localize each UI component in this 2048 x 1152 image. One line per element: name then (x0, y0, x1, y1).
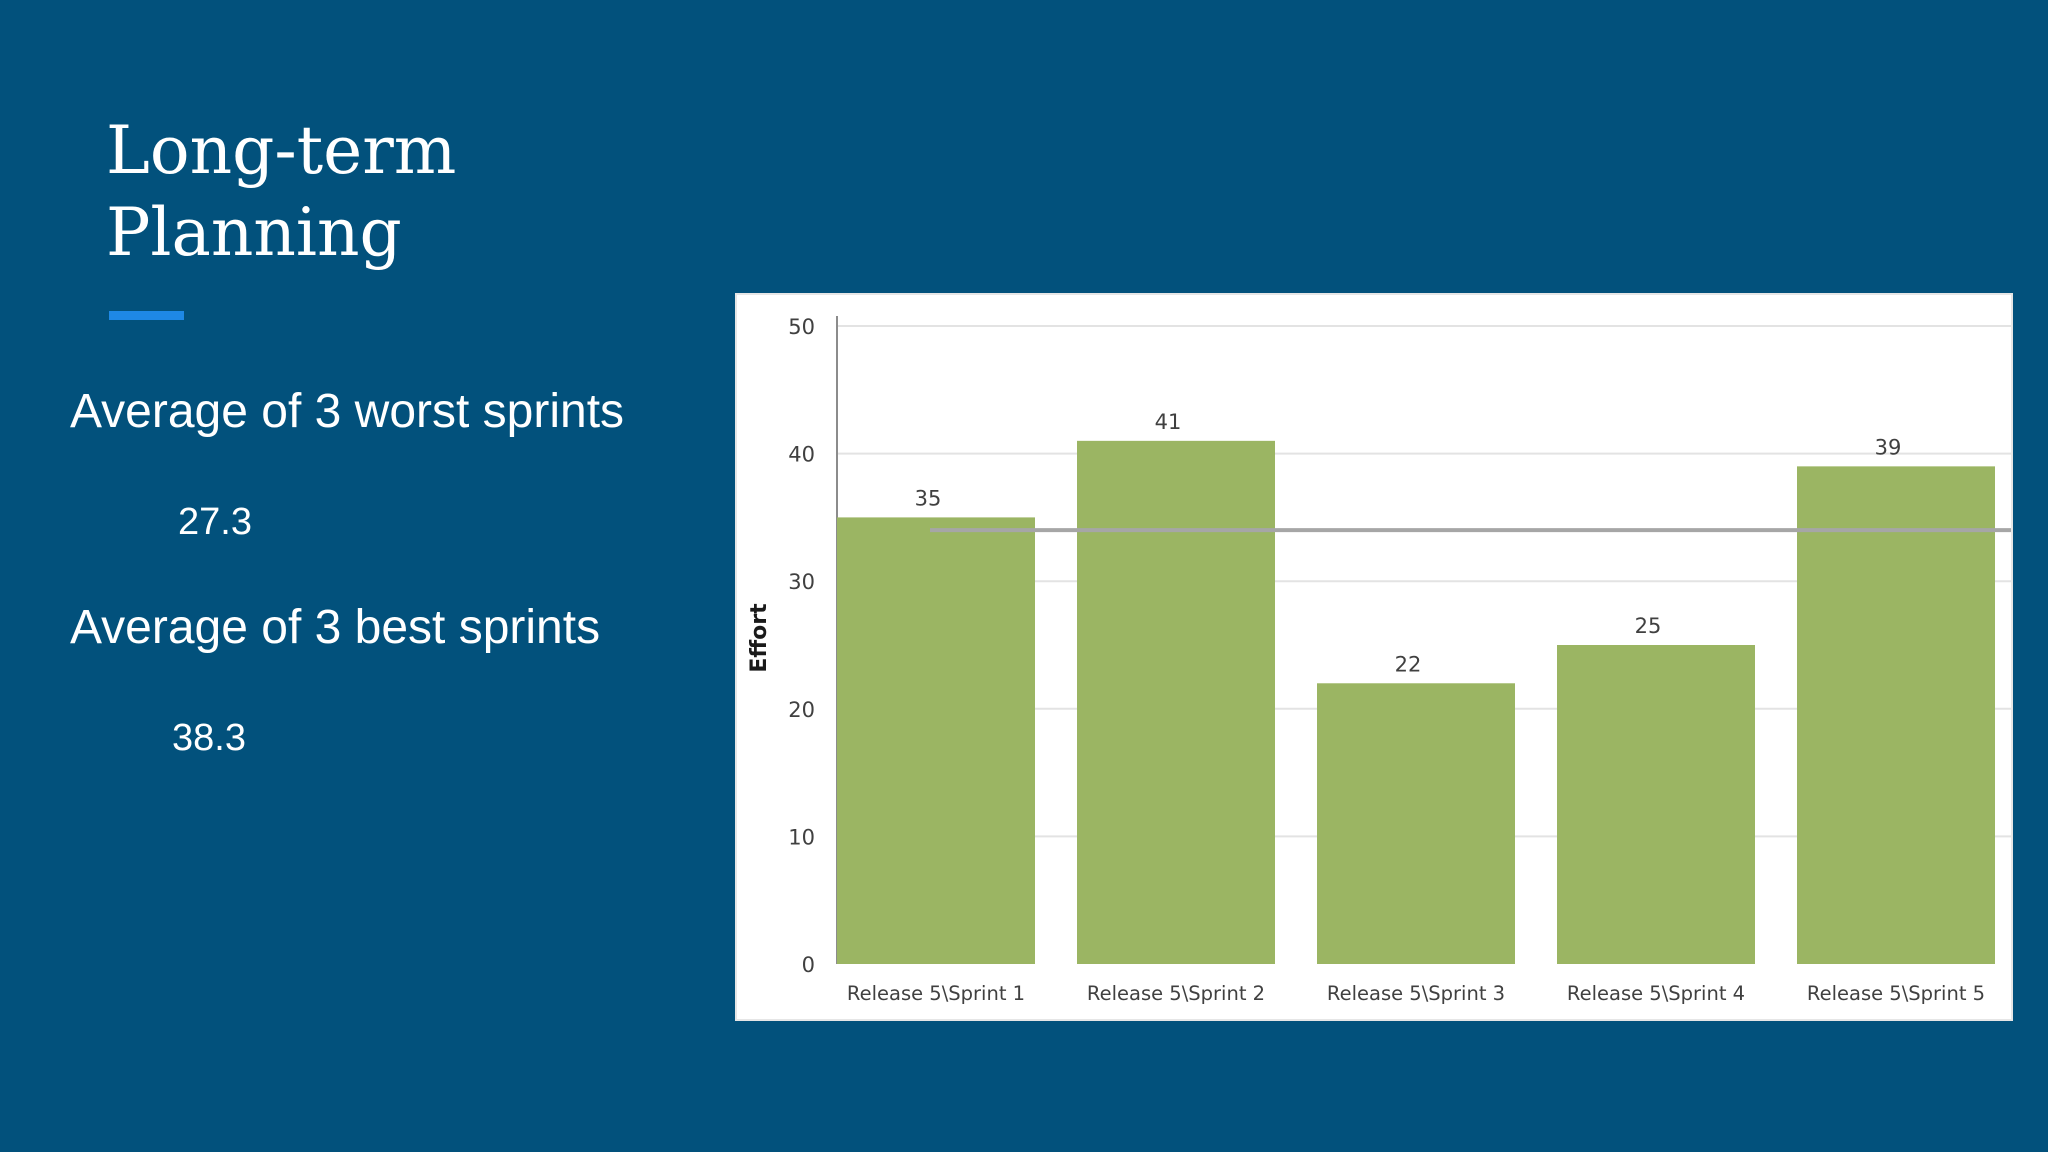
x-tick-label-4: Release 5\Sprint 4 (1567, 982, 1745, 1005)
y-tick-label-40: 40 (788, 443, 815, 467)
y-tick-label-20: 20 (788, 698, 815, 722)
title-line-2: Planning (106, 194, 402, 271)
bar-2 (1077, 440, 1275, 965)
y-axis-title: Effort (747, 603, 772, 673)
title-accent-bar (109, 311, 184, 320)
x-tick-label-1: Release 5\Sprint 1 (847, 982, 1025, 1005)
bar-5 (1797, 466, 1995, 964)
worst-sprints-heading: Average of 3 worst sprints (70, 385, 625, 438)
y-tick-label-50: 50 (788, 315, 815, 339)
best-sprints-value: 38.3 (172, 717, 246, 759)
y-tick-label-10: 10 (788, 825, 815, 849)
x-tick-label-2: Release 5\Sprint 2 (1087, 982, 1265, 1005)
bar-1 (837, 517, 1035, 964)
page-title: Long-term Planning (106, 110, 666, 274)
data-label-2: 41 (1155, 410, 1182, 434)
data-label-1: 35 (915, 486, 942, 510)
data-label-5: 39 (1875, 435, 1902, 459)
y-tick-label-30: 30 (788, 570, 815, 594)
best-sprints-heading: Average of 3 best sprints (70, 601, 601, 654)
effort-chart: 0 10 20 30 40 50 35 Release 5\Sprint 1 41 Releas… (735, 293, 2013, 1021)
y-tick-label-0: 0 (802, 953, 815, 977)
data-label-4: 25 (1635, 614, 1662, 638)
x-tick-label-3: Release 5\Sprint 3 (1327, 982, 1505, 1005)
bar-3 (1317, 683, 1515, 964)
worst-sprints-value: 27.3 (178, 501, 252, 543)
bar-chart-svg: 0 10 20 30 40 50 35 Release 5\Sprint 1 41 Releas… (747, 315, 2011, 1005)
data-label-3: 22 (1395, 652, 1422, 676)
x-tick-label-5: Release 5\Sprint 5 (1807, 982, 1985, 1005)
bar-4 (1557, 645, 1755, 964)
title-line-1: Long-term (106, 112, 457, 189)
